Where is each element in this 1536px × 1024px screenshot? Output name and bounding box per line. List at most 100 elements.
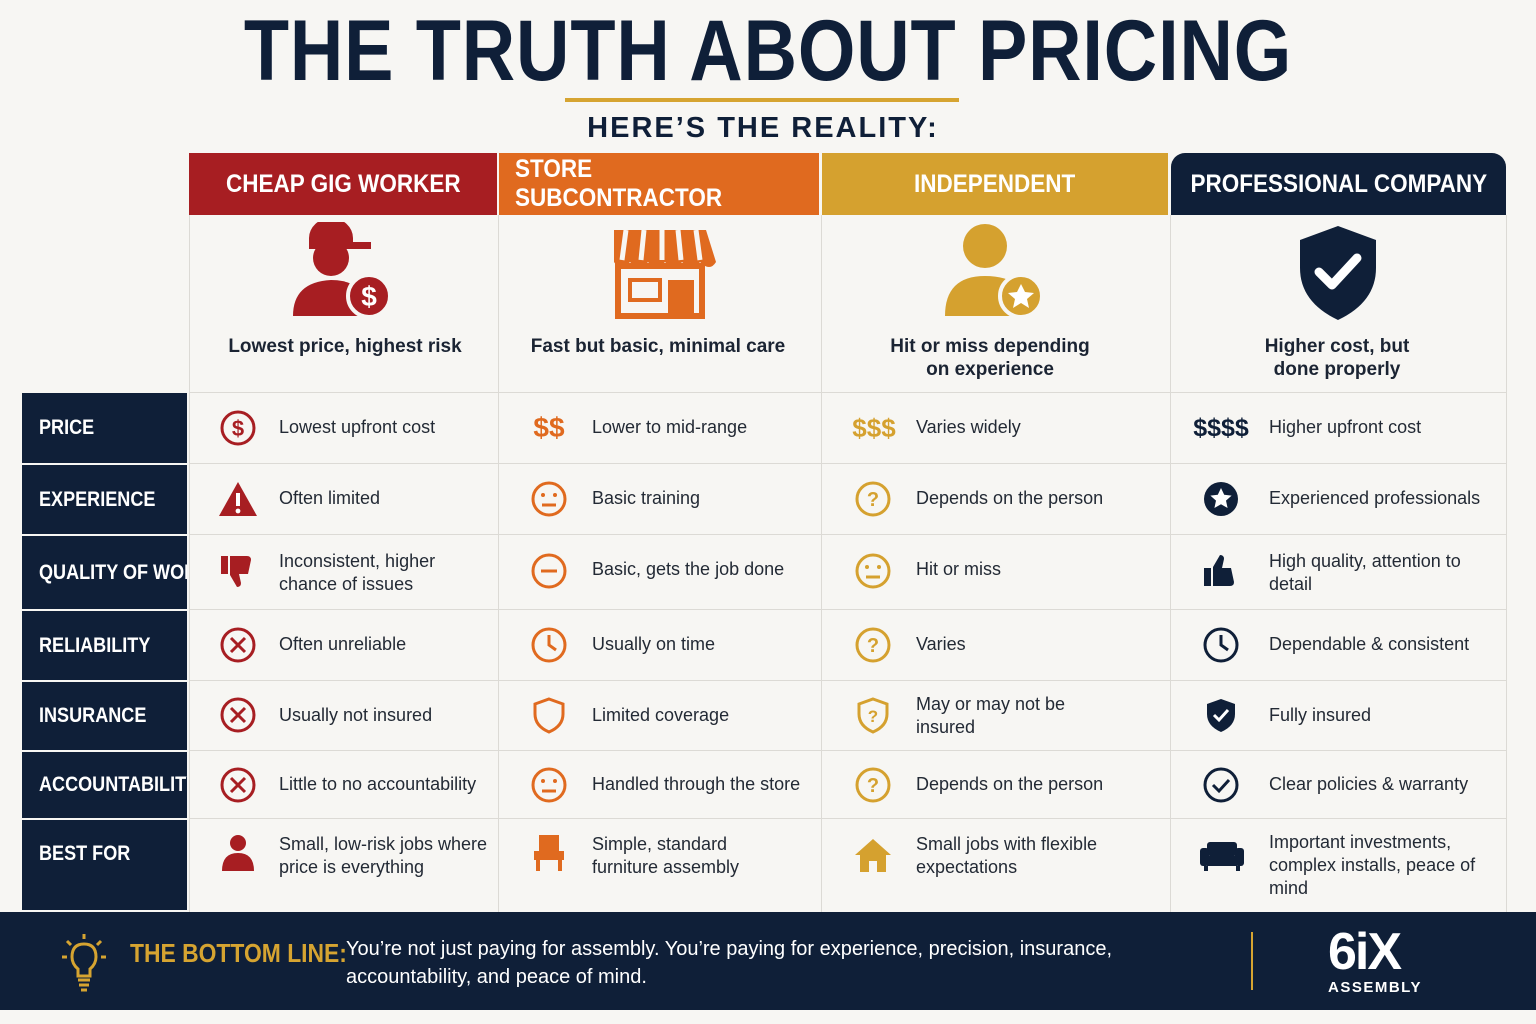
cell-text: Small, low-risk jobs where price is ever… <box>279 834 488 877</box>
bottom-line-bar <box>0 912 1536 1010</box>
cell-text: Simple, standard furniture assembly <box>592 834 740 877</box>
row-label-reliability: RELIABILITY <box>22 611 187 680</box>
cell-text: Dependable & consistent <box>1269 634 1470 654</box>
brand-logo: 6iX <box>1328 923 1402 981</box>
svg-text:?: ? <box>867 489 879 511</box>
grid-line <box>189 680 1507 681</box>
grid-line <box>189 609 1507 610</box>
neutral-face-icon <box>528 764 570 806</box>
svg-text:?: ? <box>868 707 878 726</box>
storefront-icon <box>498 222 821 322</box>
minus-circle-icon <box>528 550 570 592</box>
row-label-best-for: BEST FOR <box>22 820 187 910</box>
cell-text: Depends on the person <box>916 488 1104 508</box>
tagline-professional-company: Higher cost, but done properly <box>1264 336 1410 380</box>
row-label-experience: EXPERIENCE <box>22 465 187 534</box>
house-icon <box>852 834 894 876</box>
grid-line <box>189 463 1507 464</box>
tagline-independent: Hit or miss depending on experience <box>890 336 1090 380</box>
divider <box>1251 932 1253 990</box>
tagline-gig-worker: Lowest price, highest risk <box>228 336 462 357</box>
neutral-face-icon <box>528 478 570 520</box>
question-icon: ? <box>852 624 894 666</box>
grid-line <box>189 392 1507 393</box>
cell-text: Depends on the person <box>916 774 1104 794</box>
grid-line <box>189 534 1507 535</box>
grid-line <box>821 215 822 912</box>
lightbulb-icon <box>60 932 108 1001</box>
bottom-line-label: THE BOTTOM LINE: <box>130 938 347 968</box>
neutral-face-icon <box>852 550 894 592</box>
bottom-line-text: You’re not just paying for assembly. You… <box>346 938 1113 988</box>
cell-text: Important investments, complex installs,… <box>1269 832 1476 898</box>
star-circle-icon <box>1200 478 1242 520</box>
person-star-icon <box>821 222 1170 322</box>
svg-text:$: $ <box>361 281 377 312</box>
cell-text: Higher upfront cost <box>1269 417 1422 437</box>
column-header-professional-company: PROFESSIONAL COMPANY <box>1171 153 1506 215</box>
title-underline <box>565 98 959 102</box>
page-subtitle: HERE’S THE REALITY: <box>587 112 939 144</box>
shield-outline-icon <box>528 694 570 736</box>
chair-icon <box>528 832 570 874</box>
cell-text: Often limited <box>279 488 381 508</box>
cell-text: Lowest upfront cost <box>279 417 436 437</box>
cell-text: Varies widely <box>916 417 1021 437</box>
grid-line <box>189 818 1507 819</box>
brand-logo-subtitle: ASSEMBLY <box>1328 979 1422 996</box>
clock-icon <box>528 624 570 666</box>
cell-text: Basic training <box>592 488 701 508</box>
cell-text: Hit or miss <box>916 559 1001 579</box>
cell-text: Experienced professionals <box>1269 488 1481 508</box>
row-label-price: PRICE <box>22 393 187 463</box>
shield-question-icon: ? <box>852 694 894 736</box>
thumbs-up-icon <box>1200 550 1242 592</box>
worker-dollar-icon: $ <box>189 222 498 322</box>
dollar-sign-icon: $$$ <box>852 412 896 443</box>
thumbs-down-icon <box>217 550 259 592</box>
svg-text:$: $ <box>232 416 244 441</box>
cell-text: Clear policies & warranty <box>1269 774 1469 794</box>
x-circle-icon <box>217 764 259 806</box>
dollar-sign-icon: $$ <box>533 412 565 443</box>
grid-line <box>1506 215 1507 912</box>
check-circle-icon <box>1200 764 1242 806</box>
cell-text: Often unreliable <box>279 634 407 654</box>
dollar-circle-icon: $ <box>217 407 259 449</box>
column-header-store-subcontractor: STORE SUBCONTRACTOR <box>499 153 819 215</box>
warning-icon <box>217 478 259 520</box>
question-icon: ? <box>852 478 894 520</box>
question-icon: ? <box>852 764 894 806</box>
svg-text:?: ? <box>867 775 879 797</box>
person-icon <box>217 832 259 874</box>
row-label-insurance: INSURANCE <box>22 682 187 750</box>
cell-text: Usually not insured <box>279 705 433 725</box>
svg-text:?: ? <box>867 635 879 657</box>
cell-text: Varies <box>916 634 966 654</box>
cell-text: Inconsistent, higher chance of issues <box>279 551 436 594</box>
row-label-accountability: ACCOUNTABILITY <box>22 752 187 818</box>
shield-check-icon <box>1170 222 1506 322</box>
sofa-icon <box>1198 834 1246 876</box>
column-header-gig-worker: CHEAP GIG WORKER <box>189 153 497 215</box>
cell-text: May or may not be insured <box>916 694 1066 737</box>
column-header-independent: INDEPENDENT <box>822 153 1168 215</box>
cell-text: Basic, gets the job done <box>592 559 785 579</box>
cell-text: Lower to mid-range <box>592 417 748 437</box>
page-title: THE TRUTH ABOUT PRICING <box>243 3 1293 99</box>
cell-text: Handled through the store <box>592 774 801 794</box>
cell-text: Fully insured <box>1269 705 1372 725</box>
shield-check-icon <box>1200 694 1242 736</box>
clock-icon <box>1200 624 1242 666</box>
tagline-store-subcontractor: Fast but basic, minimal care <box>530 336 786 357</box>
cell-text: Limited coverage <box>592 705 730 725</box>
cell-text: High quality, attention to detail <box>1269 551 1461 594</box>
grid-line <box>1170 215 1171 912</box>
grid-line <box>498 215 499 912</box>
dollar-sign-icon: $$$$ <box>1193 413 1249 442</box>
grid-line <box>189 215 190 912</box>
row-label-quality: QUALITY OF WORK <box>22 536 187 609</box>
cell-text: Small jobs with flexible expectations <box>916 834 1098 877</box>
cell-text: Little to no accountability <box>279 774 477 794</box>
